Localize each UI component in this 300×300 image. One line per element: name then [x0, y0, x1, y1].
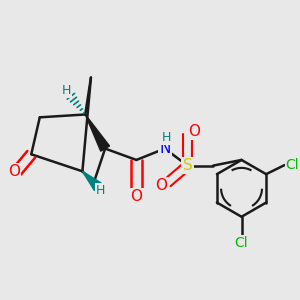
Polygon shape [85, 115, 110, 151]
Text: Cl: Cl [286, 158, 299, 172]
Text: O: O [155, 178, 167, 193]
Text: O: O [8, 164, 20, 179]
Text: Cl: Cl [235, 236, 248, 250]
Text: H: H [62, 84, 71, 98]
Text: O: O [188, 124, 200, 139]
Text: N: N [159, 141, 170, 156]
Text: H: H [161, 131, 171, 144]
Text: O: O [130, 189, 142, 204]
Text: S: S [183, 158, 192, 173]
Polygon shape [82, 171, 102, 190]
Text: H: H [96, 184, 106, 197]
